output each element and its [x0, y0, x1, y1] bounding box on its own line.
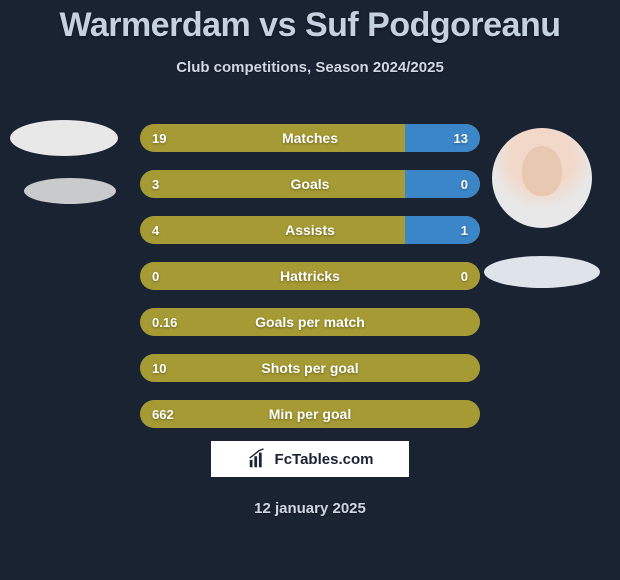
chart-icon — [247, 448, 269, 470]
comparison-card: Warmerdam vs Suf Podgoreanu Club competi… — [0, 0, 620, 580]
stat-label: Min per goal — [140, 400, 480, 428]
stat-row: Matches19 13 — [140, 124, 480, 152]
stat-row: Hattricks0 0 — [140, 262, 480, 290]
stat-value-left: 4 — [152, 216, 159, 244]
player-left-avatar-placeholder — [10, 120, 118, 156]
stat-label: Hattricks — [140, 262, 480, 290]
stat-label: Assists — [140, 216, 480, 244]
date-text: 12 january 2025 — [0, 500, 620, 517]
stats-bars: Matches1913Goals30Assists41Hattricks00Go… — [140, 124, 480, 446]
player-left-avatar-placeholder-2 — [24, 178, 116, 204]
season-subtitle: Club competitions, Season 2024/2025 — [0, 59, 620, 76]
stat-value-left: 10 — [152, 354, 166, 382]
stat-value-right: 1 — [461, 216, 468, 244]
player-right-avatar-shadow — [484, 256, 600, 288]
brand-badge: FcTables.com — [210, 440, 410, 478]
stat-row: Goals per match0.16 — [140, 308, 480, 336]
stat-label: Matches — [140, 124, 480, 152]
page-title: Warmerdam vs Suf Podgoreanu — [0, 0, 620, 45]
stat-row: Shots per goal10 — [140, 354, 480, 382]
stat-value-left: 0 — [152, 262, 159, 290]
stat-value-left: 3 — [152, 170, 159, 198]
stat-value-right: 0 — [461, 170, 468, 198]
stat-row: Assists4 1 — [140, 216, 480, 244]
brand-text: FcTables.com — [275, 451, 374, 468]
stat-value-right: 13 — [454, 124, 468, 152]
player-right-avatar — [492, 128, 592, 228]
stat-label: Goals — [140, 170, 480, 198]
stat-value-left: 0.16 — [152, 308, 177, 336]
stat-label: Goals per match — [140, 308, 480, 336]
stat-value-left: 662 — [152, 400, 174, 428]
stat-row: Min per goal662 — [140, 400, 480, 428]
stat-value-left: 19 — [152, 124, 166, 152]
stat-value-right: 0 — [461, 262, 468, 290]
stat-label: Shots per goal — [140, 354, 480, 382]
stat-row: Goals3 0 — [140, 170, 480, 198]
